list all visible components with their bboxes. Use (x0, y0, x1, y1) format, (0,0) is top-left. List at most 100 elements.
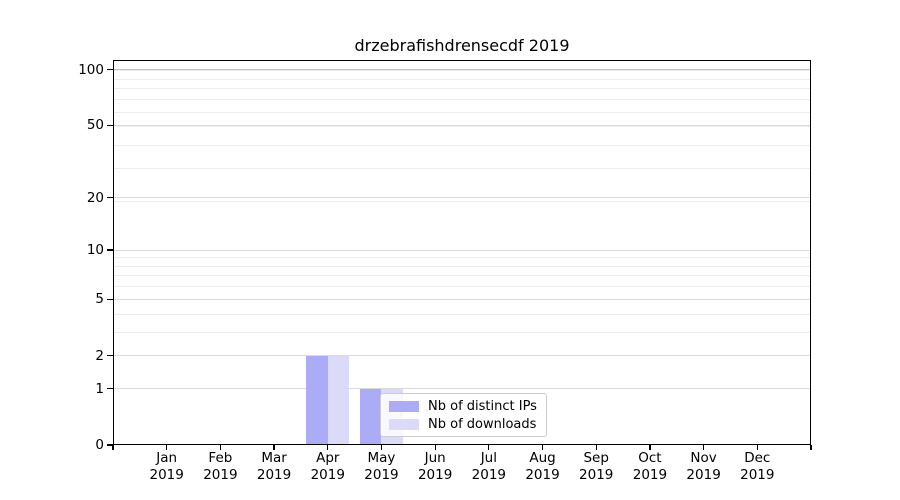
x-tick-month: May (367, 450, 396, 466)
gridline-minor (113, 88, 811, 90)
x-tick-month: Dec (744, 450, 771, 466)
gridline-minor (113, 265, 811, 267)
y-tick-label-5: 5 (95, 291, 104, 308)
x-tick-year: 2019 (579, 467, 614, 483)
legend-swatch-distinct-ips (389, 400, 419, 412)
x-tick-label-mar: Mar 2019 (247, 450, 301, 484)
x-tick-label-jun: Jun 2019 (408, 450, 462, 484)
x-tick-year: 2019 (256, 467, 292, 483)
gridline-minor (113, 144, 811, 146)
x-tick-year: 2019 (740, 467, 775, 483)
gridline-minor (113, 313, 811, 315)
x-tick-label-may: May 2019 (354, 450, 408, 484)
x-tick-month: Jun (424, 450, 446, 466)
x-tick-year: 2019 (203, 467, 238, 483)
y-tick-label-0: 0 (95, 437, 104, 453)
x-tick-mark (380, 445, 383, 450)
x-tick-month: Apr (316, 450, 340, 466)
x-tick-label-sep: Sep 2019 (569, 450, 623, 484)
y-tick-mark (107, 388, 113, 390)
gridline-major (113, 249, 811, 251)
gridline-minor (113, 99, 811, 101)
y-tick-label-2: 2 (95, 347, 104, 364)
x-tick-mark (219, 445, 221, 450)
bar-distinct-ips-may (359, 388, 382, 445)
bar-distinct-ips-apr (306, 355, 328, 445)
gridline-minor (113, 70, 811, 72)
x-tick-mark (810, 445, 812, 450)
y-tick-label-100: 100 (78, 61, 104, 78)
x-tick-year: 2019 (310, 467, 345, 483)
x-tick-label-jan: Jan 2019 (140, 450, 194, 484)
x-tick-month: Oct (638, 450, 662, 466)
y-tick-label-20: 20 (86, 189, 104, 206)
legend-label-distinct-ips: Nb of distinct IPs (428, 398, 537, 414)
gridline-minor (113, 200, 811, 202)
gridline-minor (113, 111, 811, 113)
x-tick-mark (434, 445, 436, 450)
legend-swatch-downloads (389, 418, 419, 430)
x-tick-year: 2019 (471, 467, 507, 483)
y-tick-label-10: 10 (86, 242, 104, 259)
x-tick-label-oct: Oct 2019 (623, 450, 677, 484)
x-tick-month: Feb (208, 450, 233, 466)
gridline-minor (113, 78, 811, 80)
y-tick-label-50: 50 (86, 117, 104, 134)
x-tick-year: 2019 (632, 467, 668, 483)
x-tick-label-nov: Nov 2019 (677, 450, 731, 484)
x-tick-month: Jul (480, 450, 497, 466)
x-tick-month: Nov (690, 450, 717, 466)
y-tick-mark (107, 69, 113, 71)
x-tick-mark (166, 445, 168, 450)
x-tick-mark (649, 445, 651, 450)
gridline-minor (113, 126, 811, 128)
y-tick-mark (107, 298, 113, 300)
x-tick-month: Aug (529, 450, 556, 466)
x-tick-mark (273, 445, 275, 450)
y-tick-mark (107, 124, 113, 126)
y-tick-label-1: 1 (95, 380, 104, 397)
x-tick-mark (703, 445, 705, 450)
x-tick-year: 2019 (149, 467, 184, 483)
legend: Nb of distinct IPs Nb of downloads (380, 393, 547, 437)
gridline-major (113, 197, 811, 198)
chart-title: drzebrafishdrensecdf 2019 (354, 36, 570, 55)
gridline-major (113, 388, 811, 390)
x-tick-mark (112, 445, 114, 450)
x-tick-label-aug: Aug 2019 (516, 450, 570, 484)
y-tick-mark (107, 355, 113, 357)
gridline-minor (113, 331, 811, 333)
x-tick-label-apr: Apr 2019 (301, 450, 355, 484)
legend-item-distinct-ips: Nb of distinct IPs (389, 398, 537, 414)
x-tick-month: Sep (583, 450, 609, 466)
x-tick-label-dec: Dec 2019 (730, 450, 784, 484)
x-tick-label-feb: Feb 2019 (193, 450, 247, 484)
x-tick-mark (595, 445, 597, 450)
gridline-minor (113, 257, 811, 259)
bar-downloads-apr (327, 355, 350, 445)
legend-item-downloads: Nb of downloads (389, 416, 537, 432)
gridline-minor (113, 286, 811, 288)
legend-label-downloads: Nb of downloads (428, 416, 537, 432)
x-tick-mark (541, 445, 544, 450)
gridline-major (113, 124, 811, 126)
x-tick-month: Jan (156, 450, 178, 466)
gridline-minor (113, 275, 811, 277)
x-tick-year: 2019 (686, 467, 721, 483)
gridline-major (113, 69, 811, 71)
x-tick-year: 2019 (364, 467, 399, 483)
x-tick-year: 2019 (525, 467, 560, 483)
x-tick-month: Mar (261, 450, 287, 466)
y-tick-mark (107, 196, 113, 199)
y-tick-mark (107, 249, 113, 251)
x-tick-label-jul: Jul 2019 (462, 450, 516, 484)
gridline-minor (113, 168, 811, 170)
x-tick-mark (327, 445, 329, 450)
y-tick-mark (107, 444, 113, 446)
gridline-major (113, 355, 811, 357)
gridline-major (113, 298, 811, 300)
x-tick-mark (756, 445, 758, 450)
x-tick-year: 2019 (417, 467, 453, 483)
x-tick-mark (488, 445, 490, 450)
